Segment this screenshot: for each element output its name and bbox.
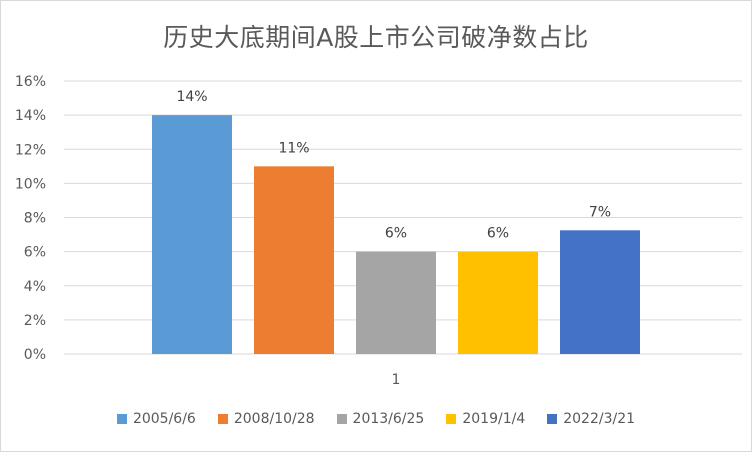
legend-item: 2013/6/25 (336, 411, 425, 427)
y-tick-label: 12% (15, 142, 46, 158)
x-tick-label: 1 (392, 372, 401, 388)
y-tick-label: 16% (15, 74, 46, 90)
legend-swatch (336, 414, 347, 424)
bar (458, 251, 538, 354)
data-label: 7% (589, 204, 611, 220)
bar (560, 230, 640, 354)
legend-swatch (547, 414, 558, 424)
y-tick-label: 14% (15, 108, 46, 124)
data-label: 11% (278, 140, 309, 156)
legend-swatch (217, 414, 228, 424)
y-tick-label: 8% (24, 211, 46, 227)
legend-swatch (446, 414, 457, 424)
data-label: 14% (176, 89, 207, 105)
legend-label: 2008/10/28 (233, 411, 315, 427)
legend-label: 2005/6/6 (132, 411, 196, 427)
legend-item: 2005/6/6 (116, 411, 196, 427)
y-tick-label: 2% (24, 313, 46, 329)
legend-item: 2022/3/21 (547, 411, 635, 427)
data-label: 6% (385, 226, 407, 242)
legend-swatch (116, 414, 127, 424)
bar (356, 251, 436, 354)
y-tick-label: 6% (24, 245, 46, 261)
y-tick-label: 0% (24, 347, 46, 363)
y-tick-label: 10% (15, 176, 46, 192)
legend-item: 2008/10/28 (217, 411, 315, 427)
bar (152, 115, 232, 354)
y-tick-label: 4% (24, 279, 46, 295)
chart-legend: 2005/6/6 2008/10/28 2013/6/25 2019/1/4 2022/… (0, 411, 752, 427)
chart-title: 历史大底期间A股上市公司破净数占比 (163, 23, 589, 52)
data-label: 6% (487, 226, 509, 242)
bar (254, 166, 334, 354)
legend-label: 2022/3/21 (563, 411, 636, 427)
legend-label: 2013/6/25 (352, 411, 425, 427)
legend-item: 2019/1/4 (446, 411, 525, 427)
legend-label: 2019/1/4 (462, 411, 526, 427)
